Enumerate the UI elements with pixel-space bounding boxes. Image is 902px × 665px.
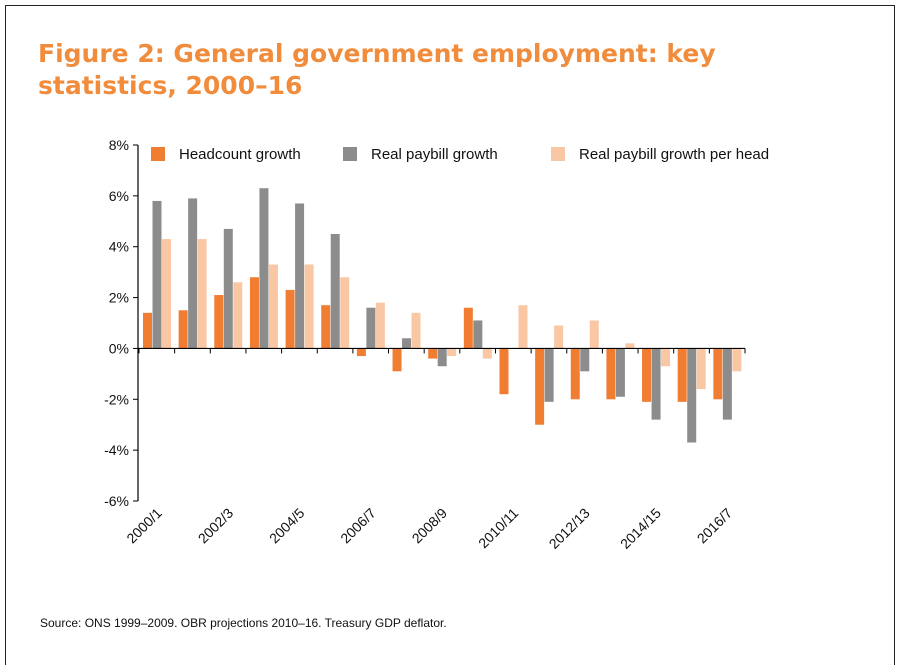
bar-series3-2016/7 [732, 348, 741, 371]
x-tick-label: 2002/3 [195, 505, 237, 547]
bar-series1-2014/15 [642, 348, 651, 401]
bar-series2-2003/4 [259, 188, 268, 348]
bar-series1-2002/3 [214, 295, 223, 348]
x-tick-label: 2010/11 [475, 505, 522, 552]
bar-series1-2012/13 [571, 348, 580, 399]
y-tick-label: 2% [109, 290, 129, 306]
y-tick-label: 4% [109, 239, 129, 255]
bar-series1-2009/10 [464, 308, 473, 349]
bar-series1-2004/5 [286, 290, 295, 348]
bar-series3-2004/5 [305, 265, 314, 349]
bar-series1-2007/8 [393, 348, 402, 371]
bar-series2-2004/5 [295, 203, 304, 348]
bar-series3-2006/7 [376, 303, 385, 349]
bar-series1-2000/1 [143, 313, 152, 349]
bar-series3-2013/14 [625, 343, 634, 348]
legend-label-series1: Headcount growth [179, 146, 301, 163]
bar-series3-2011/12 [554, 326, 563, 349]
x-tick-label: 2014/15 [617, 505, 664, 552]
legend-swatch-series3 [551, 147, 565, 161]
bar-series2-2002/3 [224, 229, 233, 349]
bar-series3-2000/1 [162, 239, 171, 348]
x-tick-labels: 2000/1 2002/3 2004/5 2006/7 2008/9 2010/11 201… [123, 505, 735, 552]
bar-series2-2012/13 [580, 348, 589, 371]
bar-series3-2010/11 [518, 305, 527, 348]
bar-series1-2013/14 [606, 348, 615, 399]
legend-swatch-series1 [151, 147, 165, 161]
bar-series1-2003/4 [250, 277, 259, 348]
legend-swatch-series2 [343, 147, 357, 161]
legend-label-series2: Real paybill growth [371, 146, 498, 163]
y-tick-label: -4% [104, 442, 129, 458]
y-tick-labels: 8% 6% 4% 2% 0% -2% -4% -6% [104, 137, 129, 509]
bar-series2-2011/12 [545, 348, 554, 401]
y-tick-label: 6% [109, 188, 129, 204]
x-tick-label: 2012/13 [546, 505, 593, 552]
bar-series2-2015/16 [687, 348, 696, 442]
bar-series3-2005/6 [340, 277, 349, 348]
bar-series3-2015/16 [697, 348, 706, 389]
legend: Headcount growth Real paybill growth Real … [151, 146, 769, 163]
bar-series3-2003/4 [269, 265, 278, 349]
x-tick-label: 2000/1 [123, 505, 165, 547]
x-tick-label: 2008/9 [409, 505, 451, 547]
y-tick-label: 8% [109, 137, 129, 153]
legend-label-series3: Real paybill growth per head [579, 146, 769, 163]
x-tick-label: 2004/5 [266, 505, 308, 547]
bar-series2-2006/7 [366, 308, 375, 349]
bar-series1-2011/12 [535, 348, 544, 424]
y-tick-label: 0% [109, 340, 129, 356]
bar-series1-2005/6 [321, 305, 330, 348]
bar-series1-2015/16 [678, 348, 687, 401]
bar-series2-2009/10 [473, 320, 482, 348]
bar-series1-2010/11 [499, 348, 508, 394]
bar-series3-2012/13 [590, 320, 599, 348]
bar-series1-2006/7 [357, 348, 366, 356]
bar-series2-2016/7 [723, 348, 732, 419]
bar-series2-2014/15 [652, 348, 661, 419]
x-tick-label: 2006/7 [337, 505, 379, 547]
x-tick-label: 2016/7 [694, 505, 736, 547]
bar-series3-2001/2 [198, 239, 207, 348]
y-tick-label: -2% [104, 391, 129, 407]
bar-series2-2005/6 [331, 234, 340, 348]
bar-series2-2013/14 [616, 348, 625, 396]
bar-series3-2008/9 [447, 348, 456, 356]
bar-series3-2014/15 [661, 348, 670, 366]
bar-series2-2001/2 [188, 198, 197, 348]
bar-series2-2000/1 [153, 201, 162, 348]
bar-series3-2007/8 [412, 313, 421, 349]
bar-series3-2002/3 [233, 282, 242, 348]
bars-group [143, 188, 741, 442]
bar-series1-2001/2 [179, 310, 188, 348]
bar-series1-2016/7 [713, 348, 722, 399]
bar-series1-2008/9 [428, 348, 437, 358]
y-tick-label: -6% [104, 493, 129, 509]
bar-series2-2008/9 [438, 348, 447, 366]
bar-series3-2009/10 [483, 348, 492, 358]
bar-series2-2007/8 [402, 338, 411, 348]
